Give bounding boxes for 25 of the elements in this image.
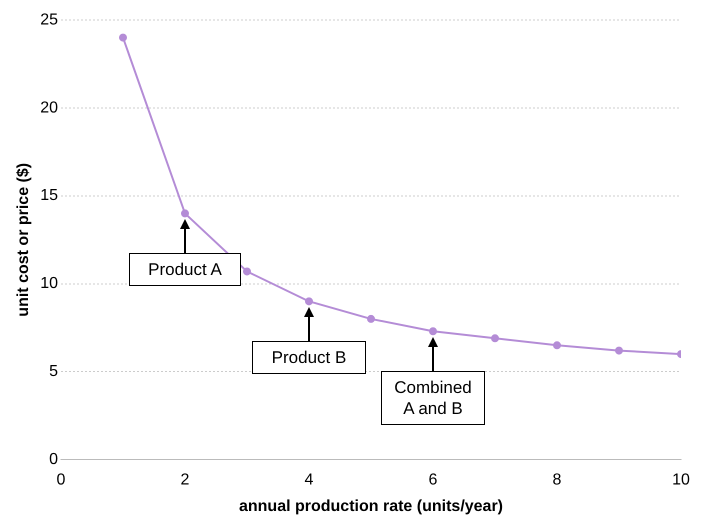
point [367,314,375,323]
x-tick-label: 10 [672,472,690,489]
y-tick-label: 10 [40,275,58,292]
point [491,334,499,342]
annotation: Product B [252,341,366,374]
point [615,346,623,355]
x-axis-title: annual production rate (units/year) [238,498,504,515]
y-tick-label: 20 [40,99,58,116]
x-tick-label: 2 [180,472,190,489]
x-tick-label: 8 [552,472,562,489]
x-tick-label: 4 [304,472,314,489]
point [243,267,251,276]
annotation: Product A [128,253,241,286]
y-tick-label: 5 [49,363,58,380]
point [553,341,561,350]
point [305,297,313,306]
point [118,34,127,42]
y-tick-label: 25 [40,11,58,28]
point [429,327,437,336]
y-tick-label: 0 [49,451,58,468]
annotation: Combined A and B [380,371,485,426]
y-tick-label: 15 [40,187,58,204]
y-axis-title: unit cost or price ($) [15,162,32,317]
point [181,209,189,218]
x-tick-label: 6 [428,472,438,489]
